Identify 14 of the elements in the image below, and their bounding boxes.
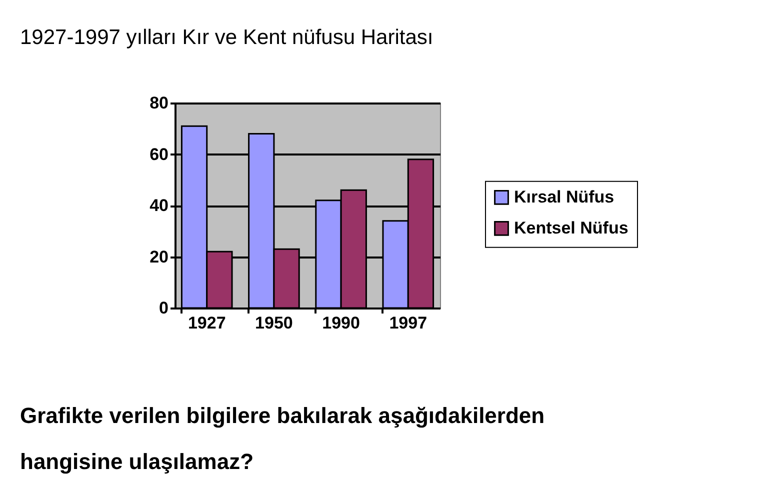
legend-label: Kentsel Nüfus [514, 218, 628, 238]
y-tick-label: 40 [150, 196, 168, 215]
x-tick-label: 1990 [322, 314, 360, 332]
x-tick-label: 1997 [389, 314, 428, 332]
chart-title: 1927-1997 yılları Kır ve Kent nüfusu Haritası [20, 26, 434, 49]
legend-label: Kırsal Nüfus [514, 187, 614, 206]
x-tick-label: 1950 [255, 314, 293, 332]
text: hangisine ulaşılamaz? [20, 449, 254, 474]
y-tick-label: 60 [150, 144, 168, 164]
y-tick-label: 80 [150, 94, 168, 112]
x-tick-label: 1927 [188, 314, 226, 332]
y-tick-label: 20 [150, 247, 168, 266]
text: Grafikte verilen bilgilere bakılarak aşağıdakilerden [20, 403, 545, 428]
y-tick-label: 0 [159, 298, 168, 318]
